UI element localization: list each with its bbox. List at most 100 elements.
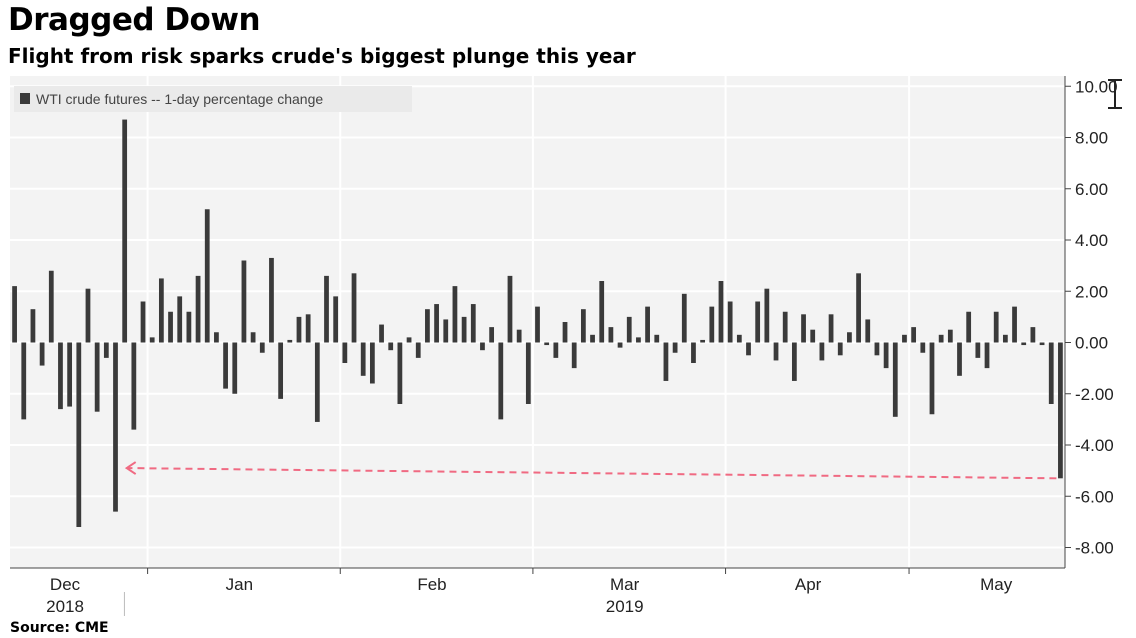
bar xyxy=(214,332,219,343)
bar xyxy=(177,296,183,343)
annotation-arrowhead xyxy=(124,461,137,475)
bar xyxy=(94,342,100,412)
x-year-label: 2019 xyxy=(606,597,644,616)
bar xyxy=(1002,334,1008,343)
x-tick-label: May xyxy=(980,575,1013,594)
bar xyxy=(755,301,761,343)
bar xyxy=(636,337,641,343)
bars xyxy=(12,119,1063,527)
bar xyxy=(847,332,852,343)
y-tick-label: 0.00 xyxy=(1075,334,1108,353)
bar xyxy=(498,342,504,420)
bar xyxy=(626,316,632,343)
bar xyxy=(39,342,45,366)
bar xyxy=(296,316,302,343)
bar xyxy=(957,342,962,376)
bar xyxy=(122,119,128,343)
bar xyxy=(461,316,467,343)
bar xyxy=(801,314,806,343)
bar xyxy=(810,329,816,343)
bar xyxy=(425,309,430,343)
bar xyxy=(250,332,256,343)
bar xyxy=(525,342,531,404)
bar xyxy=(1039,342,1045,346)
bar xyxy=(975,342,981,358)
bar xyxy=(681,293,687,343)
legend-label: WTI crude futures -- 1-day percentage ch… xyxy=(36,91,323,107)
bar xyxy=(617,342,623,348)
bar xyxy=(158,278,164,343)
bar xyxy=(278,342,284,399)
bar xyxy=(21,342,27,420)
bar xyxy=(883,342,889,369)
bar xyxy=(819,342,825,361)
legend-box xyxy=(14,86,412,112)
bar xyxy=(333,296,339,343)
bar xyxy=(1012,306,1017,343)
bar xyxy=(232,342,238,394)
gridlines xyxy=(10,76,1065,568)
chart-subtitle: Flight from risk sparks crude's biggest … xyxy=(8,44,636,68)
y-tick-label: 8.00 xyxy=(1075,129,1108,148)
y-tick-label: 6.00 xyxy=(1075,180,1108,199)
bar xyxy=(736,334,742,343)
x-tick-label: Mar xyxy=(610,575,640,594)
x-tick-label: Feb xyxy=(417,575,446,594)
x-tick-label: Jan xyxy=(226,575,253,594)
y-tick-label: -6.00 xyxy=(1075,487,1114,506)
bar xyxy=(369,342,375,384)
y-tick-label: -8.00 xyxy=(1075,539,1114,558)
bar xyxy=(984,342,990,369)
bar xyxy=(489,327,495,343)
bar xyxy=(938,334,944,343)
bar xyxy=(947,329,953,343)
bar xyxy=(507,275,513,343)
bar xyxy=(993,311,999,343)
bar xyxy=(691,342,696,363)
bar xyxy=(30,309,36,343)
bar xyxy=(654,334,660,343)
bar xyxy=(929,342,935,415)
bar xyxy=(727,301,733,343)
bar xyxy=(269,257,274,343)
bar xyxy=(149,337,155,343)
bar xyxy=(415,342,421,358)
y-axis: 10.00 8.00 6.00 4.00 2.00 0.00 -2.00 -4.00 -6.00… xyxy=(1064,76,1122,568)
bar xyxy=(571,342,577,369)
chart-title: Dragged Down xyxy=(8,2,261,38)
y-tick-label: 4.00 xyxy=(1075,231,1108,250)
bar xyxy=(223,342,228,389)
bar xyxy=(700,339,706,343)
annotation-arrow xyxy=(124,461,1057,480)
bar xyxy=(902,334,907,343)
bar xyxy=(168,311,173,343)
bar xyxy=(360,342,366,376)
bar xyxy=(764,288,770,343)
y-tick-label: 10.00 xyxy=(1075,77,1118,96)
x-tick-label: Dec xyxy=(50,575,81,594)
bar xyxy=(434,304,439,343)
bar xyxy=(195,275,201,343)
bar xyxy=(892,342,898,417)
bar xyxy=(920,342,926,353)
bar xyxy=(544,342,550,346)
bar xyxy=(259,342,265,353)
bar xyxy=(388,342,394,351)
legend-swatch xyxy=(20,93,30,104)
bar xyxy=(351,273,357,343)
bar xyxy=(103,342,109,358)
bar xyxy=(856,273,861,343)
bar xyxy=(204,209,210,343)
bar xyxy=(186,311,192,343)
bar xyxy=(791,342,797,381)
bar xyxy=(837,342,843,356)
bar xyxy=(590,334,595,343)
bar xyxy=(672,342,678,353)
bar xyxy=(645,306,650,343)
bar xyxy=(1048,342,1054,404)
bar xyxy=(470,304,476,343)
bar xyxy=(709,306,715,343)
bar xyxy=(773,342,779,361)
bar xyxy=(516,329,522,343)
y-tick-label: -2.00 xyxy=(1075,385,1114,404)
